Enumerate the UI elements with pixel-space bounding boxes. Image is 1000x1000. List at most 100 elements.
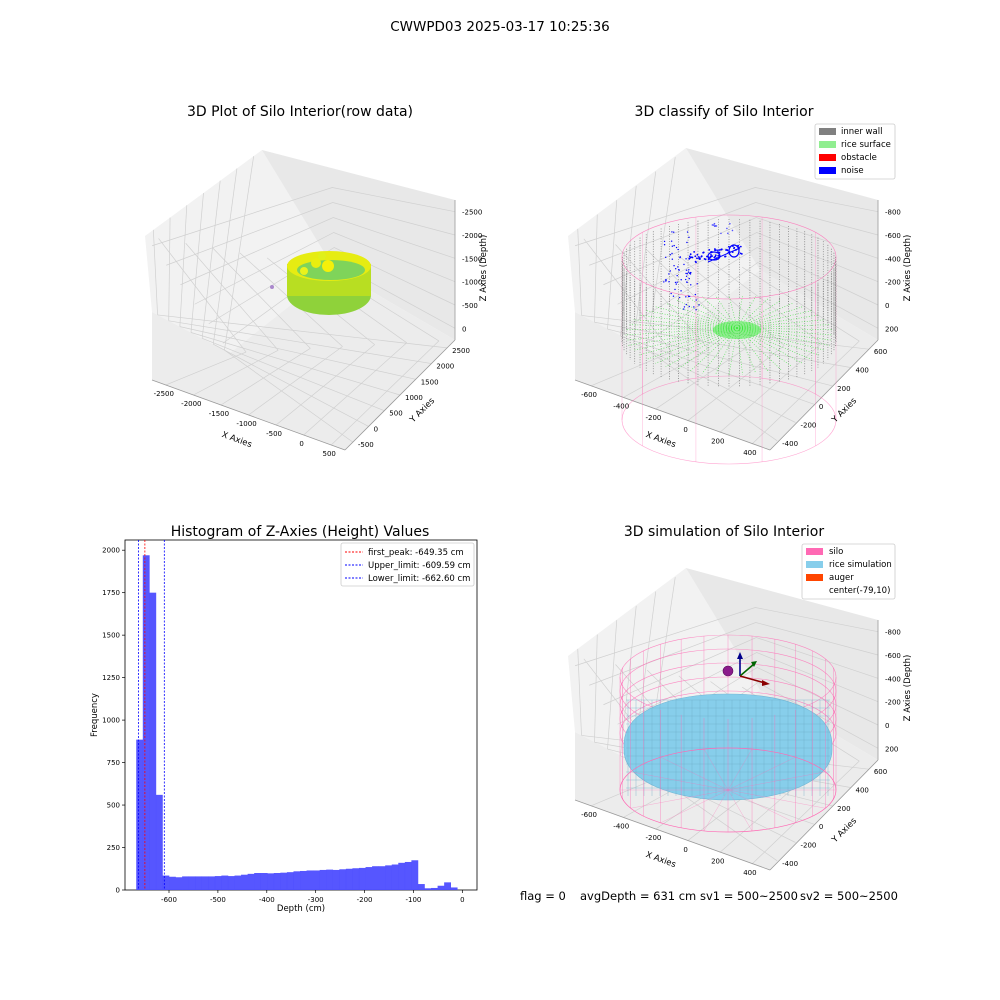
legend-swatch-auger bbox=[806, 574, 823, 581]
sim-ytick-label: -400 bbox=[782, 860, 798, 868]
hist-ytick-label: 750 bbox=[107, 759, 120, 767]
hist-ytick-label: 500 bbox=[107, 802, 120, 810]
classify-noise-point bbox=[668, 281, 670, 283]
classify-rice-surface-points bbox=[736, 327, 826, 351]
classify-noise-point bbox=[694, 260, 697, 263]
hist-ylabel: Frequency bbox=[90, 693, 100, 737]
hist-bar bbox=[260, 873, 268, 890]
classify-noise-point bbox=[687, 295, 690, 298]
classify-noise-point bbox=[717, 249, 719, 252]
classify-noise-point bbox=[671, 252, 673, 255]
classify-xtick-label: 0 bbox=[683, 426, 687, 434]
hist-bar bbox=[352, 868, 360, 890]
classify-noise-point bbox=[688, 305, 690, 308]
classify-noise-point bbox=[669, 253, 671, 256]
classify-pane-floor bbox=[575, 270, 878, 450]
classify-noise-point bbox=[685, 275, 688, 277]
classify-noise-point bbox=[675, 246, 678, 249]
sim-arrow-x bbox=[739, 675, 766, 684]
sim-ztick-label: -400 bbox=[885, 675, 901, 683]
classify-noise-point bbox=[674, 288, 676, 291]
panel-histogram: Histogram of Z-Axies (Height) Values -60… bbox=[90, 524, 478, 914]
panel-simulation-3d: 3D simulation of Silo Interior -600-400-… bbox=[568, 524, 913, 877]
classify-rice-surface-points bbox=[632, 327, 738, 351]
classify-noise-point bbox=[671, 231, 673, 233]
classify-noise-point bbox=[671, 258, 674, 260]
hist-bar bbox=[234, 875, 242, 890]
sim-title: 3D simulation of Silo Interior bbox=[624, 524, 825, 540]
sim-ztick-label: -200 bbox=[885, 699, 901, 707]
hist-bar bbox=[169, 876, 176, 890]
classify-noise-point bbox=[713, 222, 716, 225]
hist-ytick-label: 1750 bbox=[102, 589, 120, 597]
classify-noise-point bbox=[668, 273, 670, 275]
raw-grid-y bbox=[224, 156, 254, 351]
classify-grid-z bbox=[589, 202, 879, 266]
classify-noise-cluster bbox=[707, 247, 741, 263]
raw-grid-x bbox=[185, 243, 279, 351]
hist-bar bbox=[227, 876, 235, 890]
classify-grid-z bbox=[645, 262, 879, 344]
hist-bar bbox=[450, 887, 458, 890]
classify-noise-point bbox=[739, 245, 742, 248]
panel-raw-3d: 3D Plot of Silo Interior(row data) -2500… bbox=[145, 104, 489, 458]
classify-rice-surface-points bbox=[676, 327, 738, 370]
classify-grid-x bbox=[719, 342, 822, 433]
classify-noise-point bbox=[679, 256, 682, 258]
classify-grid-x bbox=[751, 340, 860, 445]
classify-zlabel: Z Axies (Depth) bbox=[903, 235, 913, 302]
hist-bar bbox=[306, 870, 314, 890]
legend-label-rice-surface: rice surface bbox=[841, 140, 891, 150]
raw-ytick-label: 2500 bbox=[452, 347, 470, 355]
classify-ytick-label: 400 bbox=[856, 367, 869, 375]
classify-ticks: -600 -400 -200 0 200 400 -400 -200 0 200 400 600 200… bbox=[581, 209, 901, 457]
classify-noise-point bbox=[700, 255, 703, 258]
sim-grid-z bbox=[617, 652, 879, 725]
classify-rice-surface-points bbox=[638, 314, 738, 329]
raw-ztick-label: -500 bbox=[462, 302, 478, 310]
classify-noise-point bbox=[688, 295, 691, 298]
hist-bar bbox=[155, 794, 163, 890]
classify-noise-point bbox=[694, 255, 697, 258]
sim-ytick-label: 600 bbox=[874, 768, 887, 776]
sim-silo-bottom-spoke bbox=[703, 748, 729, 791]
classify-grid-x bbox=[678, 255, 785, 346]
sim-ytick-label: 400 bbox=[856, 787, 869, 795]
sim-ytick-label: -200 bbox=[801, 842, 817, 850]
classify-grid-y bbox=[607, 328, 833, 387]
classify-noise-point bbox=[676, 274, 678, 277]
classify-noise-point bbox=[685, 272, 687, 275]
classify-noise-point bbox=[718, 249, 721, 251]
hist-bar bbox=[358, 867, 366, 890]
classify-xtick-label: 200 bbox=[711, 438, 724, 446]
hist-legend-frame bbox=[340, 542, 475, 587]
classify-pane-right bbox=[686, 148, 878, 340]
sim-xtick-label: -400 bbox=[613, 823, 629, 831]
classify-noise-point bbox=[685, 303, 687, 306]
raw-ticks: -2500-2000-1500-1000-5000500-50005001000… bbox=[154, 209, 483, 458]
classify-grid-x bbox=[615, 244, 710, 350]
classify-noise-point bbox=[676, 281, 678, 283]
raw-grid-x bbox=[303, 342, 408, 436]
sim-silo-front bbox=[619, 677, 837, 833]
footer-sv1: sv1 = 500~2500 bbox=[700, 889, 798, 903]
classify-noise-cluster bbox=[728, 244, 740, 258]
classify-noise-point bbox=[695, 309, 697, 311]
sim-ztick-label: -800 bbox=[885, 629, 901, 637]
classify-rice-surface-points bbox=[736, 306, 803, 329]
sim-xtick-label: 400 bbox=[743, 869, 756, 877]
classify-noise-point bbox=[674, 268, 677, 270]
classify-noise-point bbox=[689, 253, 692, 256]
panel-classify-3d: 3D classify of Silo Interior -600 -400 -20… bbox=[568, 104, 913, 465]
classify-rice-center-cluster bbox=[713, 321, 761, 339]
sim-arrow-x-head bbox=[762, 680, 770, 686]
classify-grid-z bbox=[617, 232, 879, 305]
sim-silo-bottom-spoke bbox=[727, 789, 826, 809]
sim-auger-ball bbox=[722, 665, 734, 677]
classify-noise-point bbox=[688, 269, 690, 271]
classify-ytick-label: 200 bbox=[837, 385, 850, 393]
classify-noise-point bbox=[674, 281, 677, 284]
raw-grid bbox=[151, 156, 456, 446]
raw-pane-back bbox=[145, 150, 335, 353]
sim-rice-mesh bbox=[626, 699, 830, 796]
